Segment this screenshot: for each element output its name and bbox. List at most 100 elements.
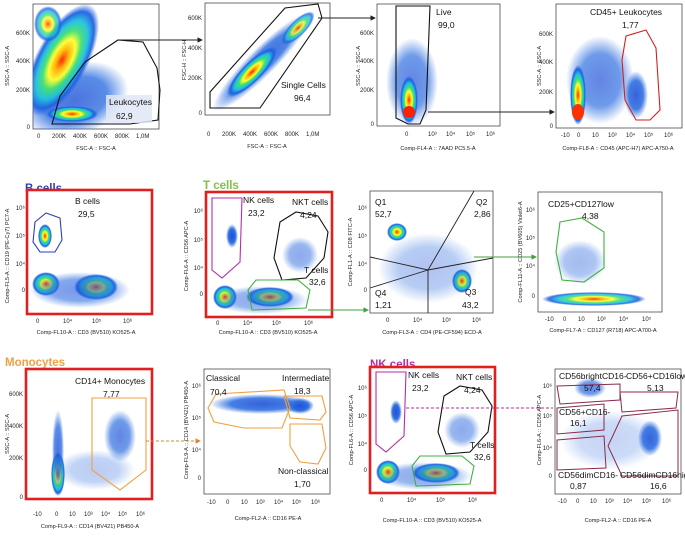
x-axis-label: Comp-FL10-A :: CD3 (BV510) KO525-A bbox=[37, 330, 136, 336]
quad-value: 43,2 bbox=[462, 300, 479, 310]
x-tick: 10⁵ bbox=[292, 499, 302, 506]
y-axis-label: Comp-FL9-A :: CD14 (BV421) PB450-A bbox=[184, 381, 190, 480]
gate-value: 32,6 bbox=[474, 452, 491, 462]
x-tick: 10⁴ bbox=[243, 320, 253, 327]
x-tick: -10 bbox=[207, 500, 216, 506]
x-tick: 800K bbox=[115, 134, 129, 140]
gate-label: B cells bbox=[75, 196, 100, 206]
x-tick: 0 bbox=[386, 318, 390, 324]
gate-label: Leukocytes bbox=[109, 97, 152, 107]
x-tick: 400K bbox=[73, 134, 87, 140]
y-tick: 10⁶ bbox=[526, 207, 536, 214]
y-tick: 10⁴ bbox=[543, 445, 553, 452]
gate-value: 29,5 bbox=[78, 209, 95, 219]
y-axis-label: Comp-FL6-A :: CD56 APC-A bbox=[537, 394, 543, 465]
x-tick: 10 bbox=[69, 512, 76, 518]
y-tick: 10⁶ bbox=[543, 383, 553, 390]
nkt-cells-gate bbox=[437, 385, 493, 455]
gate-label: Single Cells bbox=[281, 80, 326, 90]
y-tick: 400K bbox=[16, 59, 30, 65]
x-tick: 400K bbox=[243, 132, 257, 138]
quad-label: Q3 bbox=[465, 287, 477, 297]
y-tick: 0 bbox=[549, 474, 553, 480]
gate-label: CD25+CD127low bbox=[548, 199, 615, 209]
y-tick: 0 bbox=[198, 476, 202, 482]
plot-frame bbox=[537, 191, 663, 313]
plot-nk-cells: NK cells 23,2 NKT cells 4,24 T cells 32,… bbox=[349, 365, 497, 524]
x-axis-label: Comp-FL8-A :: CD45 (APC-H7) APC-A750-A bbox=[562, 146, 674, 152]
x-tick: 10⁴ bbox=[63, 318, 73, 325]
x-tick: 10⁶ bbox=[472, 317, 482, 324]
plot-frame bbox=[204, 2, 331, 116]
gate-label: CD56dimCD16- bbox=[558, 470, 618, 480]
y-tick: 10⁶ bbox=[194, 208, 204, 215]
gate-label: CD56+CD16low bbox=[626, 371, 685, 381]
x-tick: 10⁵ bbox=[118, 511, 128, 518]
gate-value: 23,2 bbox=[412, 383, 429, 393]
y-tick: 10⁴ bbox=[358, 261, 368, 268]
x-tick: 10³ bbox=[605, 499, 614, 505]
plot-monocyte-subsets: Classical 70,4 Intermediate 18,3 Non-cla… bbox=[184, 368, 331, 522]
x-tick: 10 bbox=[578, 317, 585, 323]
non-classical-gate bbox=[289, 423, 327, 465]
live-gate bbox=[395, 5, 431, 125]
gate-value: 57,4 bbox=[584, 383, 601, 393]
y-tick: 0 bbox=[20, 495, 24, 501]
cd56-cd16low-gate bbox=[619, 391, 679, 413]
x-tick: 10⁶ bbox=[123, 318, 133, 325]
y-tick: 200K bbox=[188, 76, 202, 82]
gate-label: CD56dimCD16high bbox=[620, 470, 685, 480]
x-tick: -10 bbox=[561, 133, 570, 139]
x-tick: 10⁴ bbox=[623, 498, 633, 505]
nkt-cells-gate bbox=[273, 211, 329, 281]
x-tick: 0 bbox=[226, 500, 230, 506]
x-tick: 10⁵ bbox=[442, 317, 452, 324]
x-axis-label: FSC-A :: FSC-A bbox=[247, 144, 287, 150]
x-axis-label: Comp-FL10-A :: CD3 (BV510) KO525-A bbox=[219, 330, 318, 336]
gate-label: Classical bbox=[206, 373, 240, 383]
x-tick: 600K bbox=[264, 132, 278, 138]
y-tick: 10⁶ bbox=[358, 385, 368, 392]
x-tick: 0 bbox=[405, 132, 409, 138]
gate-value: 4,38 bbox=[582, 211, 599, 221]
x-tick: 10³ bbox=[597, 317, 606, 323]
plot-frame bbox=[555, 3, 683, 129]
x-tick: 800K bbox=[285, 132, 299, 138]
y-tick: 10⁵ bbox=[358, 233, 368, 240]
quad-label: Q2 bbox=[476, 197, 488, 207]
x-tick: 10 bbox=[592, 133, 599, 139]
y-tick: 400K bbox=[9, 424, 23, 430]
x-tick: 0 bbox=[37, 134, 41, 140]
plot-nk-subsets: CD56brightCD16- 57,4 CD56+CD16low 5,13 C… bbox=[537, 368, 685, 524]
y-tick: 0 bbox=[371, 122, 375, 128]
y-axis-label: SSC-A :: SSC-A bbox=[5, 46, 11, 86]
x-tick: 10⁴ bbox=[619, 316, 629, 323]
x-tick: 10⁶ bbox=[311, 499, 321, 506]
x-tick: 200K bbox=[52, 134, 66, 140]
y-tick: 10⁶ bbox=[16, 205, 26, 212]
x-tick: 10⁶ bbox=[136, 511, 146, 518]
x-tick: -10 bbox=[558, 499, 567, 505]
plot-leukocytes: Leukocytes 62,9 FSC-A :: FSC-A SSC-A :: … bbox=[5, 3, 161, 152]
x-tick: 10⁵ bbox=[644, 132, 654, 139]
y-tick: 0 bbox=[532, 294, 536, 300]
x-tick: 10⁵ bbox=[642, 316, 652, 323]
x-tick: 10⁴ bbox=[274, 499, 284, 506]
x-tick: 10⁶ bbox=[468, 497, 478, 504]
cd45-gate bbox=[621, 29, 661, 121]
y-tick: 10⁵ bbox=[358, 413, 368, 420]
y-tick: 0 bbox=[550, 124, 554, 130]
x-tick: 0 bbox=[577, 133, 581, 139]
y-tick: 600K bbox=[188, 16, 202, 22]
cd56dim-cd16neg-gate bbox=[556, 435, 607, 471]
x-axis-label: FSC-A :: FSC-A bbox=[76, 146, 116, 152]
x-tick: 0 bbox=[576, 499, 580, 505]
y-tick: 10⁵ bbox=[526, 235, 536, 242]
y-tick: 0 bbox=[364, 468, 368, 474]
t-cells-gate bbox=[247, 279, 311, 311]
quad-label: Q4 bbox=[375, 288, 387, 298]
x-axis-label: Comp-FL2-A :: CD16 PE-A bbox=[235, 516, 302, 522]
gate-value: 70,4 bbox=[210, 387, 227, 397]
plot-single-cells: Single Cells 96,4 FSC-A :: FSC-A FSC-H :… bbox=[182, 2, 331, 150]
gate-value: 96,4 bbox=[294, 93, 311, 103]
